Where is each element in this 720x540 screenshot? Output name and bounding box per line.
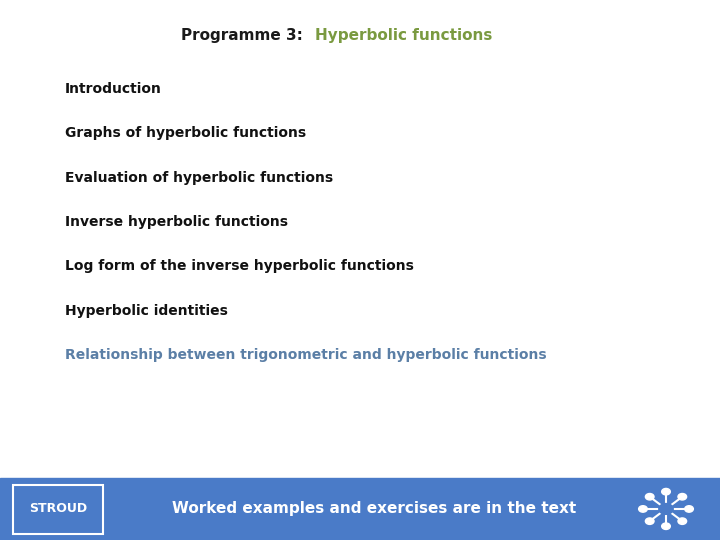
Bar: [0, 478, 720, 540]
Text: Relationship between trigonometric and hyperbolic functions: Relationship between trigonometric and h…: [65, 348, 546, 362]
Text: STROUD: STROUD: [29, 502, 87, 516]
Circle shape: [662, 523, 670, 529]
Bar: [13, 485, 103, 534]
Circle shape: [659, 503, 673, 514]
Text: Programme 3:: Programme 3:: [181, 28, 313, 43]
Text: Log form of the inverse hyperbolic functions: Log form of the inverse hyperbolic funct…: [65, 259, 414, 273]
Text: Worked examples and exercises are in the text: Worked examples and exercises are in the…: [172, 502, 577, 516]
Circle shape: [645, 494, 654, 500]
Text: Inverse hyperbolic functions: Inverse hyperbolic functions: [65, 215, 288, 229]
Circle shape: [645, 518, 654, 524]
Text: Hyperbolic functions: Hyperbolic functions: [315, 28, 492, 43]
Text: Evaluation of hyperbolic functions: Evaluation of hyperbolic functions: [65, 171, 333, 185]
Circle shape: [662, 488, 670, 495]
Text: Graphs of hyperbolic functions: Graphs of hyperbolic functions: [65, 126, 306, 140]
Text: Hyperbolic identities: Hyperbolic identities: [65, 303, 228, 318]
Circle shape: [678, 494, 687, 500]
Circle shape: [678, 518, 687, 524]
Text: Introduction: Introduction: [65, 82, 162, 96]
Circle shape: [639, 505, 647, 512]
Circle shape: [685, 505, 693, 512]
